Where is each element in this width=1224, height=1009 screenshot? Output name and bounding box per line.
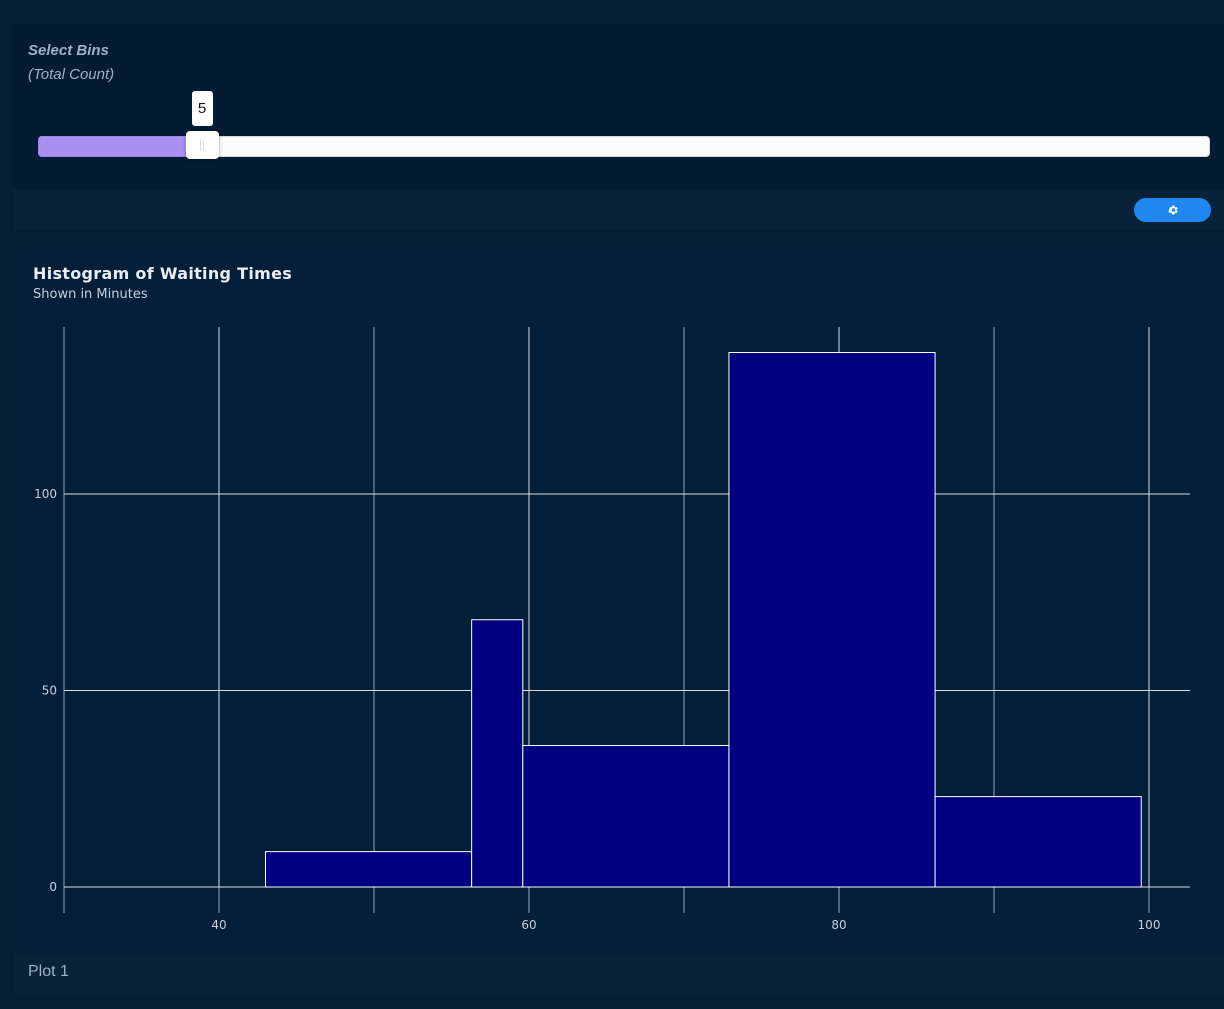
bins-label: Select Bins bbox=[28, 42, 109, 59]
histogram-bar bbox=[471, 619, 524, 888]
x-tick-label: 40 bbox=[211, 918, 226, 932]
toolbar-strip bbox=[13, 190, 1224, 230]
bins-sublabel: (Total Count) bbox=[28, 66, 115, 83]
gear-icon bbox=[1167, 205, 1178, 215]
chart-subtitle: Shown in Minutes bbox=[33, 287, 148, 302]
histogram-bar bbox=[522, 745, 730, 888]
y-tick-label: 50 bbox=[42, 684, 57, 698]
settings-button[interactable] bbox=[1134, 198, 1211, 222]
plot-label: Plot 1 bbox=[28, 963, 69, 980]
y-tick-label: 100 bbox=[34, 487, 57, 501]
x-tick-label: 100 bbox=[1138, 918, 1161, 932]
histogram-bar bbox=[265, 851, 473, 888]
bins-slider-value: 5 bbox=[191, 91, 213, 126]
histogram-bar bbox=[934, 796, 1142, 888]
histogram-bar bbox=[728, 352, 936, 888]
x-tick-label: 80 bbox=[831, 918, 846, 932]
chart-title: Histogram of Waiting Times bbox=[33, 264, 293, 283]
grip-icon bbox=[199, 139, 204, 151]
bins-slider-handle[interactable] bbox=[185, 131, 219, 159]
plot-footer bbox=[13, 953, 1224, 993]
x-tick-label: 60 bbox=[521, 918, 536, 932]
y-tick-label: 0 bbox=[49, 880, 57, 894]
